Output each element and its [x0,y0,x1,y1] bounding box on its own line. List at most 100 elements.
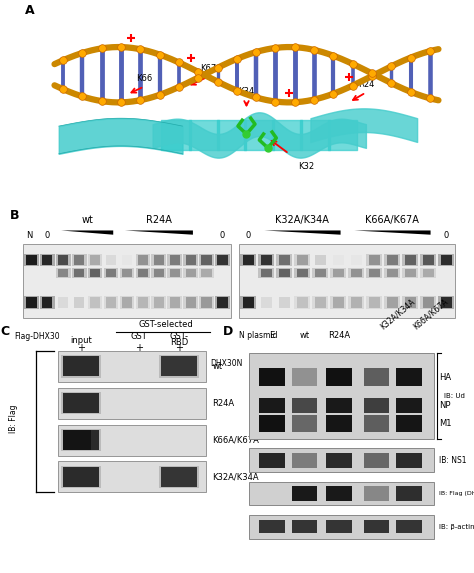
Bar [259,415,284,431]
Bar [368,255,380,265]
Bar [368,297,380,308]
Bar [330,268,346,278]
Bar [63,430,99,450]
Bar [315,269,326,277]
Bar [330,296,346,309]
Bar [364,368,389,386]
Text: wt: wt [212,362,222,371]
Polygon shape [125,230,193,235]
Bar [170,297,180,308]
Bar [327,415,352,431]
Bar [106,255,116,265]
Bar [258,254,274,266]
Bar [366,254,383,266]
Bar [384,296,401,309]
Text: K66A/K67A: K66A/K67A [365,215,419,225]
Bar [218,297,228,308]
Bar [292,368,317,386]
Bar [420,296,437,309]
Bar [63,467,99,487]
Bar [440,255,452,265]
Bar [138,297,148,308]
Bar [386,269,398,277]
Bar [199,254,214,266]
Bar [61,392,101,414]
Bar [161,467,197,487]
Text: GST-selected: GST-selected [138,320,193,329]
Bar [259,453,284,468]
Text: M1: M1 [439,419,452,428]
Bar [292,486,317,501]
Bar [159,466,199,488]
Bar [90,297,100,308]
Bar [72,268,87,278]
Bar [239,244,456,319]
Bar [438,296,455,309]
Text: K32: K32 [298,162,314,171]
Bar [240,296,256,309]
Bar [58,388,206,419]
Bar [90,269,100,277]
Bar [185,297,196,308]
Bar [167,296,182,309]
Bar [404,255,416,265]
Bar [297,297,308,308]
Text: B: B [10,209,19,222]
Bar [422,255,434,265]
Bar [248,515,434,539]
Text: HA: HA [439,372,451,382]
Bar [350,269,362,277]
Text: R24A: R24A [146,215,172,225]
Bar [72,254,87,266]
Bar [396,415,422,431]
Bar [384,254,401,266]
Bar [279,255,290,265]
Bar [248,482,434,505]
Text: R24A: R24A [328,331,350,340]
Bar [183,268,198,278]
Bar [104,268,118,278]
Bar [243,297,254,308]
Bar [201,269,212,277]
Text: A: A [25,3,34,17]
Bar [402,254,419,266]
Bar [42,255,53,265]
Text: 0: 0 [45,231,50,240]
Text: GST-: GST- [169,332,188,341]
Text: K66A/K67A: K66A/K67A [411,296,450,331]
Bar [74,255,84,265]
Bar [258,268,274,278]
Bar [201,297,212,308]
Bar [368,269,380,277]
Bar [386,255,398,265]
Bar [259,520,284,533]
Bar [396,520,422,533]
Bar [185,255,196,265]
Bar [240,254,256,266]
Text: IB: NS1: IB: NS1 [439,456,466,465]
Bar [366,268,383,278]
Bar [297,269,308,277]
Bar [24,296,39,309]
Text: E: E [269,331,274,340]
Bar [185,269,196,277]
Bar [152,296,166,309]
Bar [364,415,389,431]
Bar [315,297,326,308]
Bar [279,269,290,277]
Text: C: C [0,325,9,337]
Bar [199,268,214,278]
Bar [183,296,198,309]
Bar [327,453,352,468]
Bar [58,461,206,492]
Bar [386,297,398,308]
Bar [327,520,352,533]
Bar [404,269,416,277]
Bar [294,254,310,266]
Bar [74,297,84,308]
Bar [119,296,134,309]
Bar [261,269,272,277]
Bar [58,425,206,456]
Bar [167,254,182,266]
Polygon shape [264,230,341,235]
